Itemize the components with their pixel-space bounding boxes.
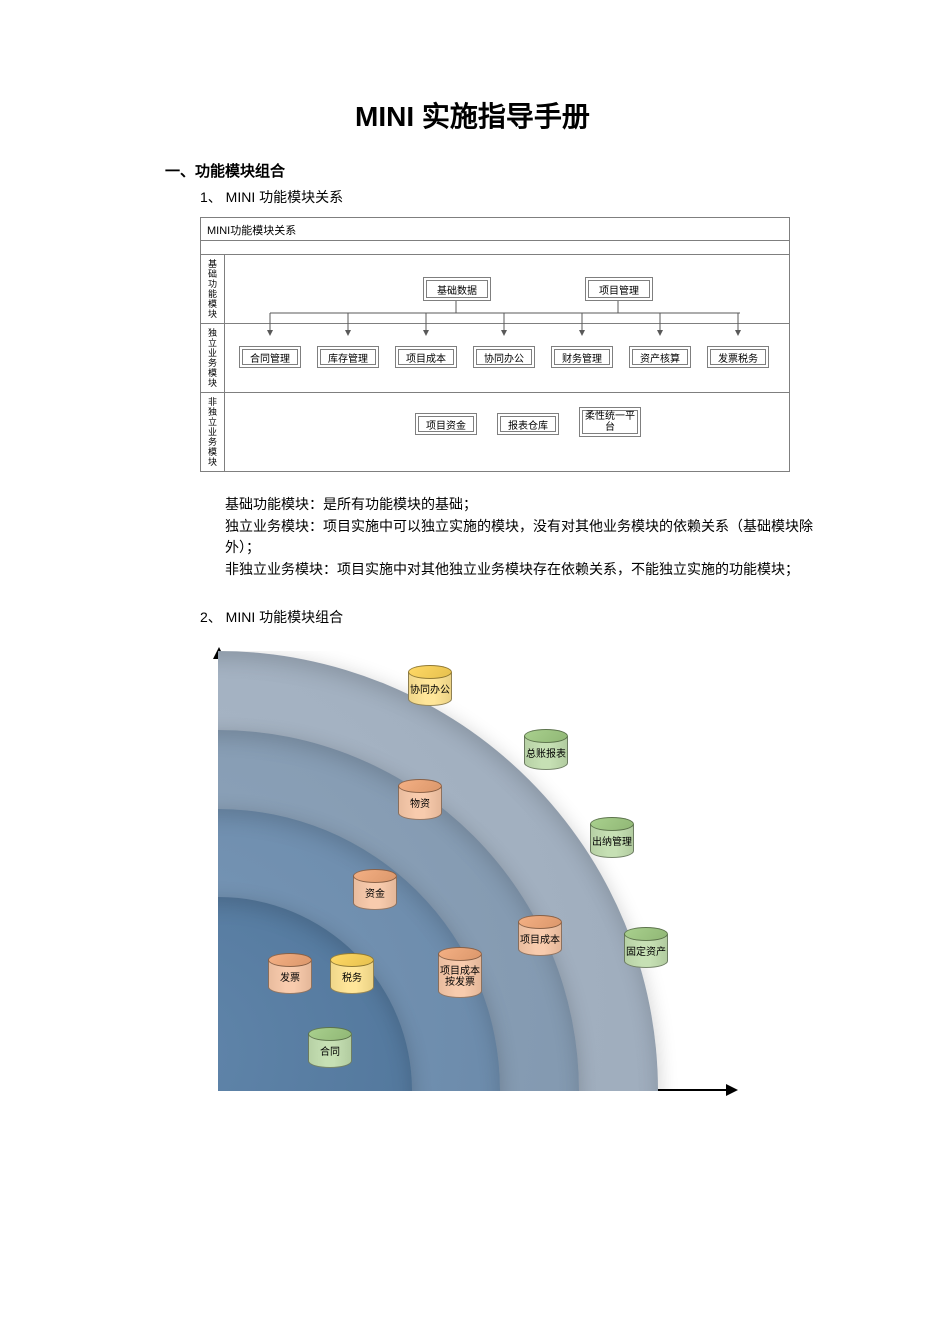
diagram1-row-dependent: 非独立业务模块 项目资金 报表仓库 柔性统一平台: [200, 393, 790, 472]
cylinder-top: [330, 953, 374, 967]
desc-line-2: 独立业务模块：项目实施中可以独立实施的模块，没有对其他业务模块的依赖关系（基础模…: [225, 516, 815, 559]
cylinder-top: [268, 953, 312, 967]
box-inventory-label: 库存管理: [320, 349, 376, 365]
row-label-dependent: 非独立业务模块: [201, 393, 225, 471]
subsection-1-heading: 1、 MINI 功能模块关系: [0, 187, 945, 207]
box-base-data: 基础数据: [423, 277, 491, 301]
cylinder-top: [590, 817, 634, 831]
box-flex-platform: 柔性统一平台: [579, 407, 641, 437]
subsection-2-heading: 2、 MINI 功能模块组合: [0, 607, 945, 627]
box-contract-label: 合同管理: [242, 349, 298, 365]
box-collab: 协同办公: [473, 346, 535, 368]
box-finance: 财务管理: [551, 346, 613, 368]
row-label-independent: 独立业务模块: [201, 324, 225, 392]
box-project-fund: 项目资金: [415, 413, 477, 435]
box-contract: 合同管理: [239, 346, 301, 368]
cylinder-top: [524, 729, 568, 743]
box-invoice-tax-label: 发票税务: [710, 349, 766, 365]
row-label-base: 基础功能模块: [201, 255, 225, 323]
cylinder: 税务: [330, 953, 374, 994]
cylinder: 固定资产: [624, 927, 668, 968]
desc-line-1: 基础功能模块：是所有功能模块的基础；: [225, 494, 815, 516]
box-project-mgmt-label: 项目管理: [588, 280, 650, 298]
cylinder-top: [624, 927, 668, 941]
box-inventory: 库存管理: [317, 346, 379, 368]
cylinder: 总账报表: [524, 729, 568, 770]
box-report-store: 报表仓库: [497, 413, 559, 435]
cylinder-top: [408, 665, 452, 679]
page-title: MINI 实施指导手册: [0, 0, 945, 160]
diagram1-blank-row: [200, 241, 790, 255]
cylinder: 项目成本: [518, 915, 562, 956]
box-finance-label: 财务管理: [554, 349, 610, 365]
box-project-cost-label: 项目成本: [398, 349, 454, 365]
cylinder: 出纳管理: [590, 817, 634, 858]
module-desc-block: 基础功能模块：是所有功能模块的基础； 独立业务模块：项目实施中可以独立实施的模块…: [0, 472, 945, 581]
cylinder-top: [518, 915, 562, 929]
box-flex-platform-label: 柔性统一平台: [582, 410, 638, 434]
cylinder-top: [308, 1027, 352, 1041]
cylinder-top: [438, 947, 482, 961]
box-asset-label: 资产核算: [632, 349, 688, 365]
ring-clip: [218, 651, 728, 1091]
cylinder-top: [353, 869, 397, 883]
box-invoice-tax: 发票税务: [707, 346, 769, 368]
cylinder-top: [398, 779, 442, 793]
cylinder: 协同办公: [408, 665, 452, 706]
box-project-mgmt: 项目管理: [585, 277, 653, 301]
cylinder: 合同: [308, 1027, 352, 1068]
diagram1-title: MINI功能模块关系: [200, 217, 790, 241]
diagram1-row-base: 基础功能模块 基础数据 项目管理: [200, 255, 790, 324]
cylinder: 发票: [268, 953, 312, 994]
desc-line-3: 非独立业务模块：项目实施中对其他独立业务模块存在依赖关系，不能独立实施的功能模块…: [225, 559, 815, 581]
cylinder: 物资: [398, 779, 442, 820]
box-report-store-label: 报表仓库: [500, 416, 556, 432]
box-project-fund-label: 项目资金: [418, 416, 474, 432]
module-relation-diagram: MINI功能模块关系 基础功能模块 基础数据 项目管理 独立业务模块 合同管理 …: [200, 217, 790, 472]
box-project-cost: 项目成本: [395, 346, 457, 368]
module-combo-diagram: 协同办公总账报表物资出纳管理资金项目成本 固定资产发票税务 项目成本按发票合同: [200, 639, 740, 1109]
box-asset: 资产核算: [629, 346, 691, 368]
diagram1-row-independent: 独立业务模块 合同管理 库存管理 项目成本 协同办公 财务管理 资产核算 发票税…: [200, 324, 790, 393]
box-base-data-label: 基础数据: [426, 280, 488, 298]
cylinder: 项目成本按发票: [438, 947, 482, 998]
section-1-heading: 一、功能模块组合: [0, 160, 945, 181]
box-collab-label: 协同办公: [476, 349, 532, 365]
cylinder: 资金: [353, 869, 397, 910]
